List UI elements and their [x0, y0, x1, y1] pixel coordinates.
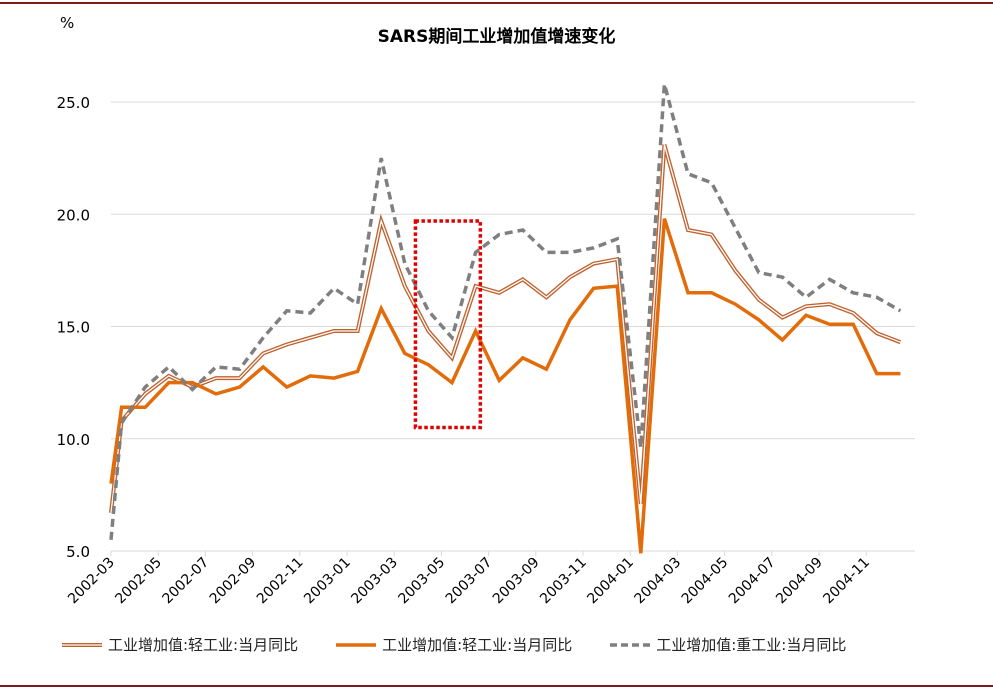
chart-title: SARS期间工业增加值增速变化 [377, 27, 616, 47]
legend: 工业增加值:轻工业:当月同比 工业增加值:轻工业:当月同比 工业增加值:重工业:… [60, 634, 882, 655]
series-line-inner-0 [110, 144, 901, 513]
x-tick-label: 2002-05 [112, 555, 165, 608]
y-tick-label: 10.0 [57, 431, 90, 449]
y-tick-label: 15.0 [57, 319, 90, 337]
legend-label: 工业增加值:轻工业:当月同比 [108, 636, 299, 654]
series-line-2 [109, 83, 902, 540]
bottom-rule [0, 685, 993, 687]
x-tick-label: 2004-03 [632, 555, 685, 608]
x-tick-label: 2003-07 [443, 555, 496, 608]
legend-label: 工业增加值:轻工业:当月同比 [382, 636, 573, 654]
x-tick-label: 2004-11 [820, 555, 873, 608]
x-tick-label: 2002-07 [160, 555, 213, 608]
x-tick-label: 2003-03 [348, 555, 401, 608]
x-tick-label: 2004-05 [679, 555, 732, 608]
x-tick-label: 2004-09 [773, 555, 826, 608]
x-tick-label: 2002-03 [65, 555, 118, 608]
legend-item-light-industry-solid: 工业增加值:轻工业:当月同比 [334, 634, 572, 655]
y-tick-label: 25.0 [57, 94, 90, 112]
x-tick-label: 2003-09 [490, 555, 543, 608]
series-line-1 [109, 218, 901, 554]
legend-label: 工业增加值:重工业:当月同比 [656, 636, 847, 654]
x-tick-label: 2003-05 [396, 555, 449, 608]
legend-item-light-industry-double: 工业增加值:轻工业:当月同比 [60, 634, 298, 655]
series-line-0 [109, 144, 902, 514]
y-tick-label: 5.0 [66, 543, 90, 561]
x-tick-label: 2002-11 [254, 555, 307, 608]
sars-period-highlight-box [413, 219, 483, 430]
y-tick-label: 20.0 [57, 206, 90, 224]
top-rule [0, 2, 993, 4]
x-tick-label: 2003-11 [537, 555, 590, 608]
y-axis-unit: % [60, 14, 75, 32]
x-tick-label: 2002-09 [207, 555, 260, 608]
x-tick-label: 2004-07 [726, 555, 779, 608]
legend-swatch-double [62, 642, 102, 647]
x-tick-label: 2003-01 [301, 555, 354, 608]
x-tick-label: 2004-01 [584, 555, 637, 608]
legend-swatch-dashed [610, 642, 651, 647]
legend-swatch-solid [336, 642, 377, 647]
legend-item-heavy-industry: 工业增加值:重工业:当月同比 [608, 634, 846, 655]
